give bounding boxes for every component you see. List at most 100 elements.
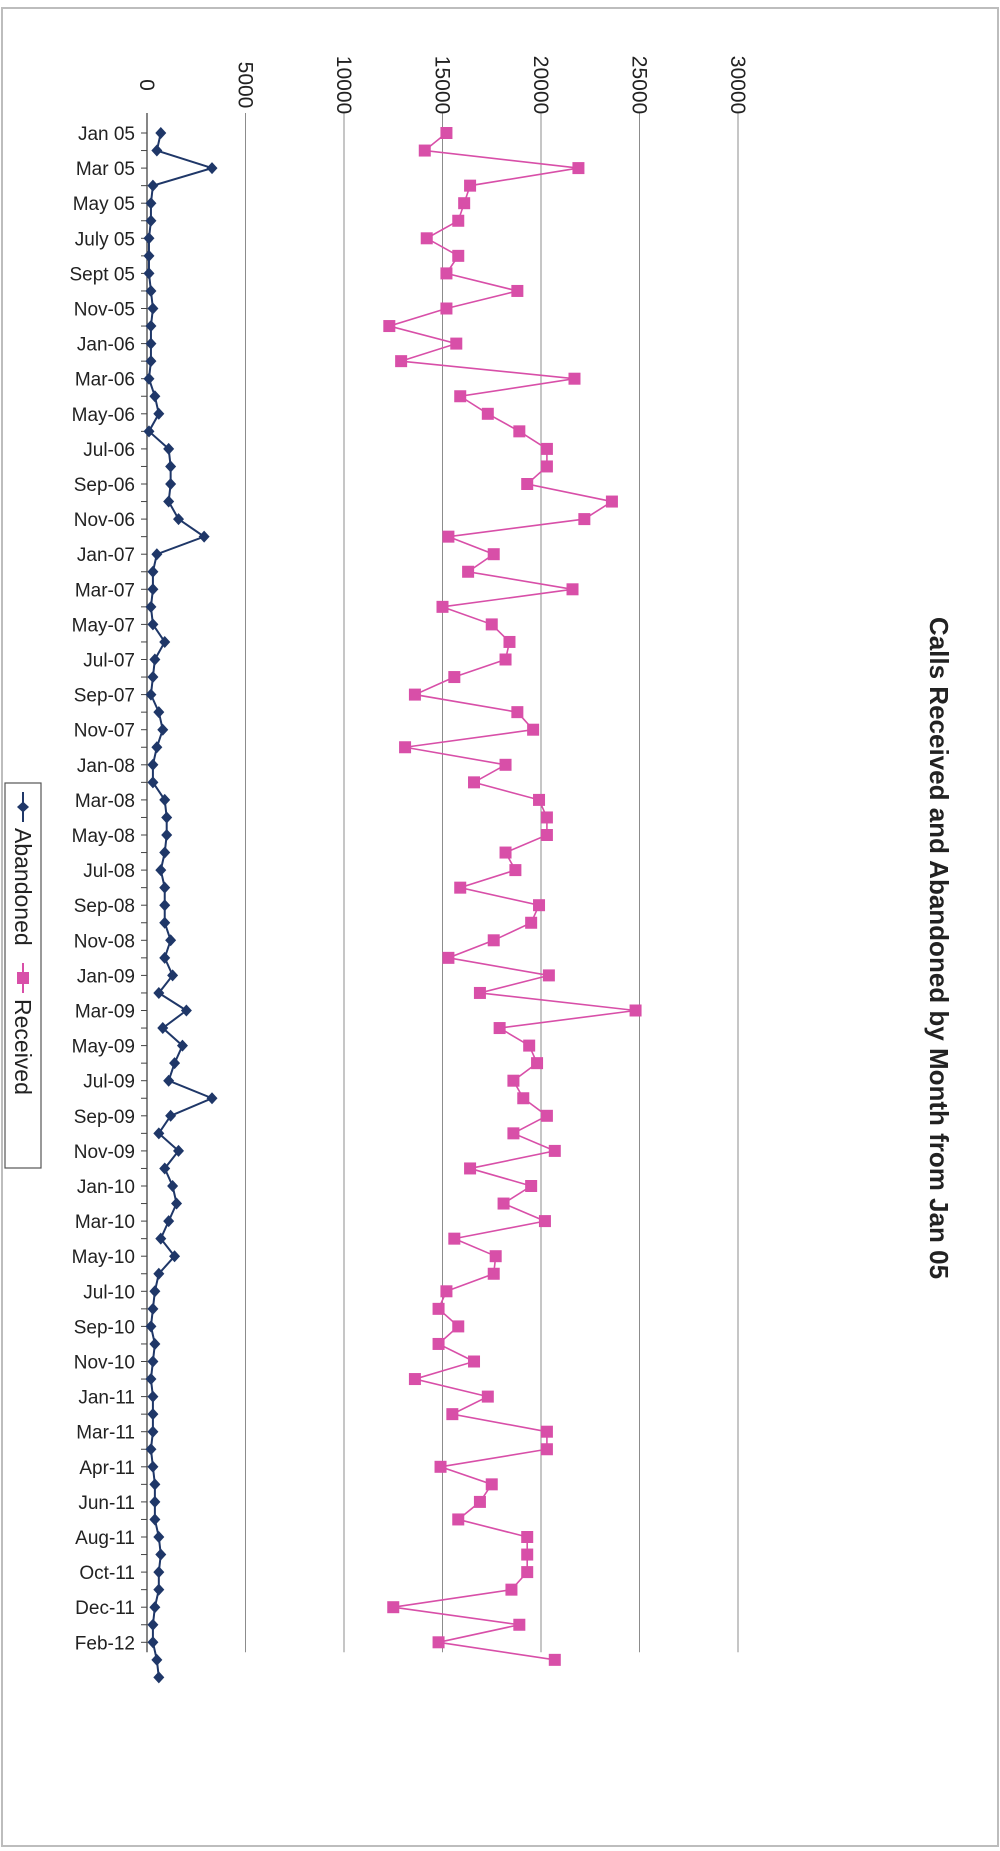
abandoned-point	[169, 1057, 181, 1070]
abandoned-point	[169, 1250, 181, 1263]
series-received	[383, 127, 642, 1666]
received-point	[521, 478, 534, 490]
abandoned-point	[145, 197, 157, 210]
received-point	[540, 811, 553, 824]
received-point	[540, 1109, 553, 1122]
received-point	[533, 793, 546, 806]
abandoned-point	[163, 495, 175, 508]
category-tick-label: Jul-07	[83, 651, 135, 672]
received-point	[464, 179, 477, 192]
abandoned-point	[153, 1566, 165, 1579]
abandoned-point	[147, 618, 159, 631]
abandoned-point	[153, 1267, 165, 1280]
abandoned-point	[147, 1460, 159, 1473]
abandoned-point	[163, 442, 175, 455]
received-point	[432, 1302, 445, 1315]
abandoned-point	[176, 1039, 188, 1052]
received-point	[507, 1127, 520, 1140]
received-point	[450, 337, 463, 350]
received-point	[487, 1267, 500, 1280]
value-tick-label-10000: 10000	[332, 56, 355, 114]
abandoned-point	[159, 793, 171, 806]
received-point	[540, 1443, 553, 1456]
received-point	[383, 320, 396, 333]
category-tick-label: Nov-10	[74, 1353, 135, 1374]
received-point	[473, 1495, 486, 1508]
received-point	[489, 1250, 502, 1263]
received-point	[432, 1636, 445, 1649]
received-point	[452, 214, 465, 227]
abandoned-point	[147, 583, 159, 596]
received-point	[513, 425, 526, 438]
abandoned-point	[159, 635, 171, 648]
abandoned-point	[145, 337, 157, 350]
category-tick-label: Feb-12	[75, 1633, 135, 1654]
received-point	[408, 688, 421, 701]
abandoned-point	[157, 1022, 169, 1035]
abandoned-point	[149, 1285, 161, 1298]
abandoned-point	[151, 1653, 163, 1666]
abandoned-point	[161, 811, 173, 824]
category-tick-label: Nov-09	[74, 1142, 135, 1163]
value-tick-label-15000: 15000	[431, 56, 454, 114]
received-point	[448, 1232, 461, 1245]
abandoned-point	[153, 1671, 165, 1684]
abandoned-point	[149, 390, 161, 403]
series-line-received	[386, 132, 636, 1661]
received-point	[473, 986, 486, 999]
legend-label: Abandoned	[10, 828, 36, 946]
received-point	[540, 460, 553, 473]
abandoned-point	[165, 1109, 177, 1122]
category-tick-label: Jan-07	[77, 545, 135, 566]
received-point	[525, 1180, 538, 1192]
received-point	[605, 495, 618, 508]
abandoned-point	[163, 1074, 175, 1087]
category-tick-label: Aug-11	[75, 1528, 135, 1549]
received-point	[436, 600, 449, 613]
abandoned-point	[151, 548, 163, 561]
abandoned-point	[147, 1618, 159, 1631]
received-point	[493, 1022, 506, 1035]
abandoned-point	[161, 829, 173, 841]
abandoned-point	[147, 1425, 159, 1438]
received-point	[548, 1653, 561, 1666]
category-tick-label: Mar-06	[75, 370, 135, 391]
received-point	[442, 530, 455, 543]
received-point	[487, 548, 500, 561]
abandoned-point	[151, 144, 163, 157]
abandoned-point	[145, 1320, 157, 1333]
abandoned-point	[159, 899, 171, 912]
received-point	[454, 390, 467, 403]
category-tick-label: May-06	[72, 405, 135, 426]
received-point	[540, 829, 553, 841]
received-point	[505, 1583, 518, 1596]
legend: Abandoned Received	[4, 782, 42, 1169]
received-point	[487, 934, 500, 947]
abandoned-point	[147, 671, 159, 684]
category-tick-label: May 05	[73, 194, 135, 215]
category-tick-label: May-07	[72, 615, 135, 636]
received-point	[503, 635, 516, 648]
category-tick-label: Nov-05	[74, 300, 135, 321]
category-tick-label: Mar-11	[76, 1423, 135, 1444]
grid	[245, 113, 739, 1653]
received-point	[458, 197, 471, 210]
received-point	[523, 1039, 536, 1052]
abandoned-point	[145, 688, 157, 701]
abandoned-point	[145, 284, 157, 297]
received-point	[442, 951, 455, 964]
abandoned-point	[143, 232, 155, 245]
received-point	[462, 565, 475, 578]
received-point	[387, 1601, 400, 1614]
abandoned-point	[157, 723, 169, 736]
received-point	[566, 583, 579, 596]
received-point	[446, 1408, 459, 1421]
received-point	[499, 846, 512, 859]
received-point	[440, 302, 453, 315]
received-point	[531, 1057, 544, 1070]
axes: 0 5000 10000 15000 20000 25000 30000 Jan 05 Mar …	[70, 56, 750, 1655]
abandoned-point	[167, 969, 179, 982]
received-point	[629, 1004, 642, 1017]
abandoned-point	[145, 214, 157, 227]
